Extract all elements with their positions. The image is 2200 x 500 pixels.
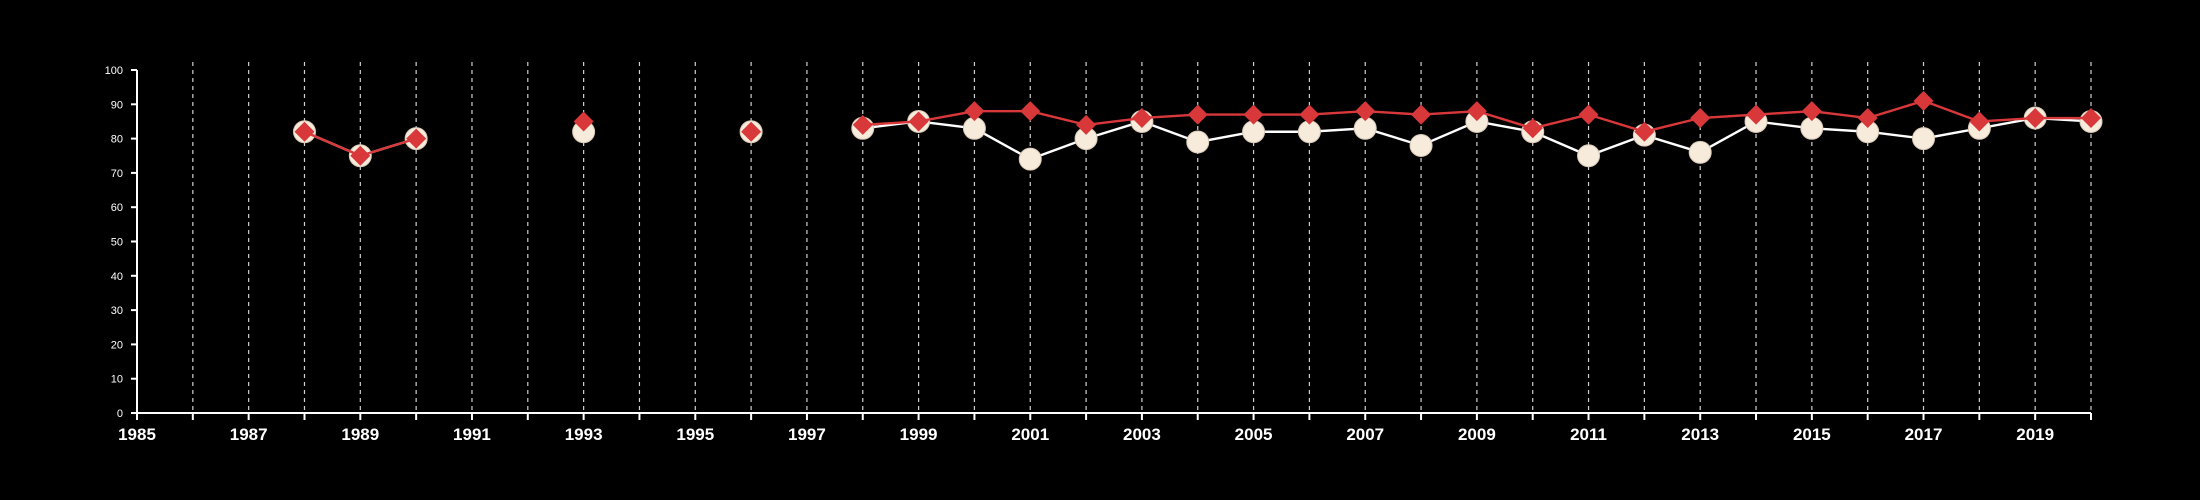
data-point-diamond — [350, 145, 371, 166]
data-point-diamond — [294, 121, 315, 142]
data-point-diamond — [1746, 104, 1767, 125]
data-point-diamond — [1801, 101, 1822, 122]
series-line-segment — [1588, 113, 1645, 133]
y-tick-label: 80 — [111, 134, 123, 146]
series-line-segment — [918, 109, 975, 123]
data-point-diamond — [1578, 104, 1599, 125]
data-point-diamond — [1969, 111, 1990, 132]
data-point-diamond — [1187, 104, 1208, 125]
x-tick-label: 1993 — [565, 425, 603, 444]
series-line-segment — [1867, 99, 1924, 120]
series-line-segment — [359, 137, 417, 157]
data-point-circle — [1912, 127, 1936, 151]
y-tick-label: 20 — [111, 339, 123, 351]
y-tick-label: 70 — [111, 168, 123, 180]
x-tick-label: 2017 — [1905, 425, 1943, 444]
data-point-diamond — [1634, 121, 1655, 142]
y-tick-label: 0 — [117, 408, 123, 420]
y-tick-label: 40 — [111, 271, 123, 283]
data-point-diamond — [1131, 108, 1152, 129]
x-tick-label: 2015 — [1793, 425, 1831, 444]
data-point-circle — [1688, 140, 1712, 164]
data-point-circle — [1577, 144, 1601, 168]
x-tick-label: 1987 — [230, 425, 268, 444]
x-tick-label: 1995 — [676, 425, 714, 444]
x-tick-label: 2007 — [1346, 425, 1384, 444]
data-point-diamond — [1299, 104, 1320, 125]
x-tick-label: 1999 — [900, 425, 938, 444]
x-tick-label: 2013 — [1681, 425, 1719, 444]
x-tick-label: 2019 — [2016, 425, 2054, 444]
y-tick-label: 10 — [111, 374, 123, 386]
series-line-segment — [1085, 116, 1143, 127]
data-point-circle — [1409, 133, 1433, 157]
data-point-diamond — [1355, 101, 1376, 122]
series-line-segment — [1811, 109, 1868, 120]
x-tick-label: 1989 — [341, 425, 379, 444]
data-point-diamond — [1466, 101, 1487, 122]
x-tick-label: 2001 — [1011, 425, 1049, 444]
data-point-circle — [1186, 130, 1210, 154]
y-tick-label: 90 — [111, 99, 123, 111]
x-tick-label: 1997 — [788, 425, 826, 444]
data-point-diamond — [908, 111, 929, 132]
data-point-diamond — [1076, 114, 1097, 135]
x-tick-label: 2003 — [1123, 425, 1161, 444]
data-point-circle — [1018, 147, 1042, 171]
series-line-segment — [1029, 109, 1087, 127]
data-point-diamond — [1690, 108, 1711, 129]
data-point-diamond — [1913, 90, 1934, 111]
data-point-diamond — [573, 111, 594, 132]
x-tick-label: 2011 — [1570, 425, 1607, 444]
data-point-diamond — [852, 114, 873, 135]
data-point-diamond — [2081, 108, 2101, 129]
series-diamond — [294, 90, 2101, 166]
series-line-segment — [1644, 116, 1701, 133]
x-tick-label: 1985 — [118, 425, 156, 444]
data-point-diamond — [1243, 104, 1264, 125]
data-point-diamond — [406, 128, 427, 149]
y-tick-label: 60 — [111, 202, 123, 214]
series-line-segment — [1532, 113, 1589, 130]
data-point-diamond — [2025, 108, 2046, 129]
y-tick-label: 100 — [105, 65, 123, 77]
x-tick-label: 1991 — [453, 425, 491, 444]
data-point-diamond — [1522, 118, 1543, 139]
x-tick-label: 2009 — [1458, 425, 1496, 444]
series-line-segment — [1476, 110, 1534, 130]
x-tick-label: 2005 — [1235, 425, 1273, 444]
axes: 1985 1987 1989 1991 1993 1995 1997 1999 2001 2003… — [105, 65, 2092, 444]
data-point-diamond — [964, 101, 985, 122]
series-line-segment — [1923, 99, 1980, 123]
y-tick-label: 50 — [111, 237, 123, 249]
series-line-segment — [304, 130, 361, 157]
data-point-diamond — [741, 121, 762, 142]
data-point-diamond — [1857, 108, 1878, 129]
data-series — [292, 90, 2103, 171]
data-point-diamond — [1411, 104, 1432, 125]
data-point-diamond — [1020, 101, 1041, 122]
y-tick-label: 30 — [111, 305, 123, 317]
